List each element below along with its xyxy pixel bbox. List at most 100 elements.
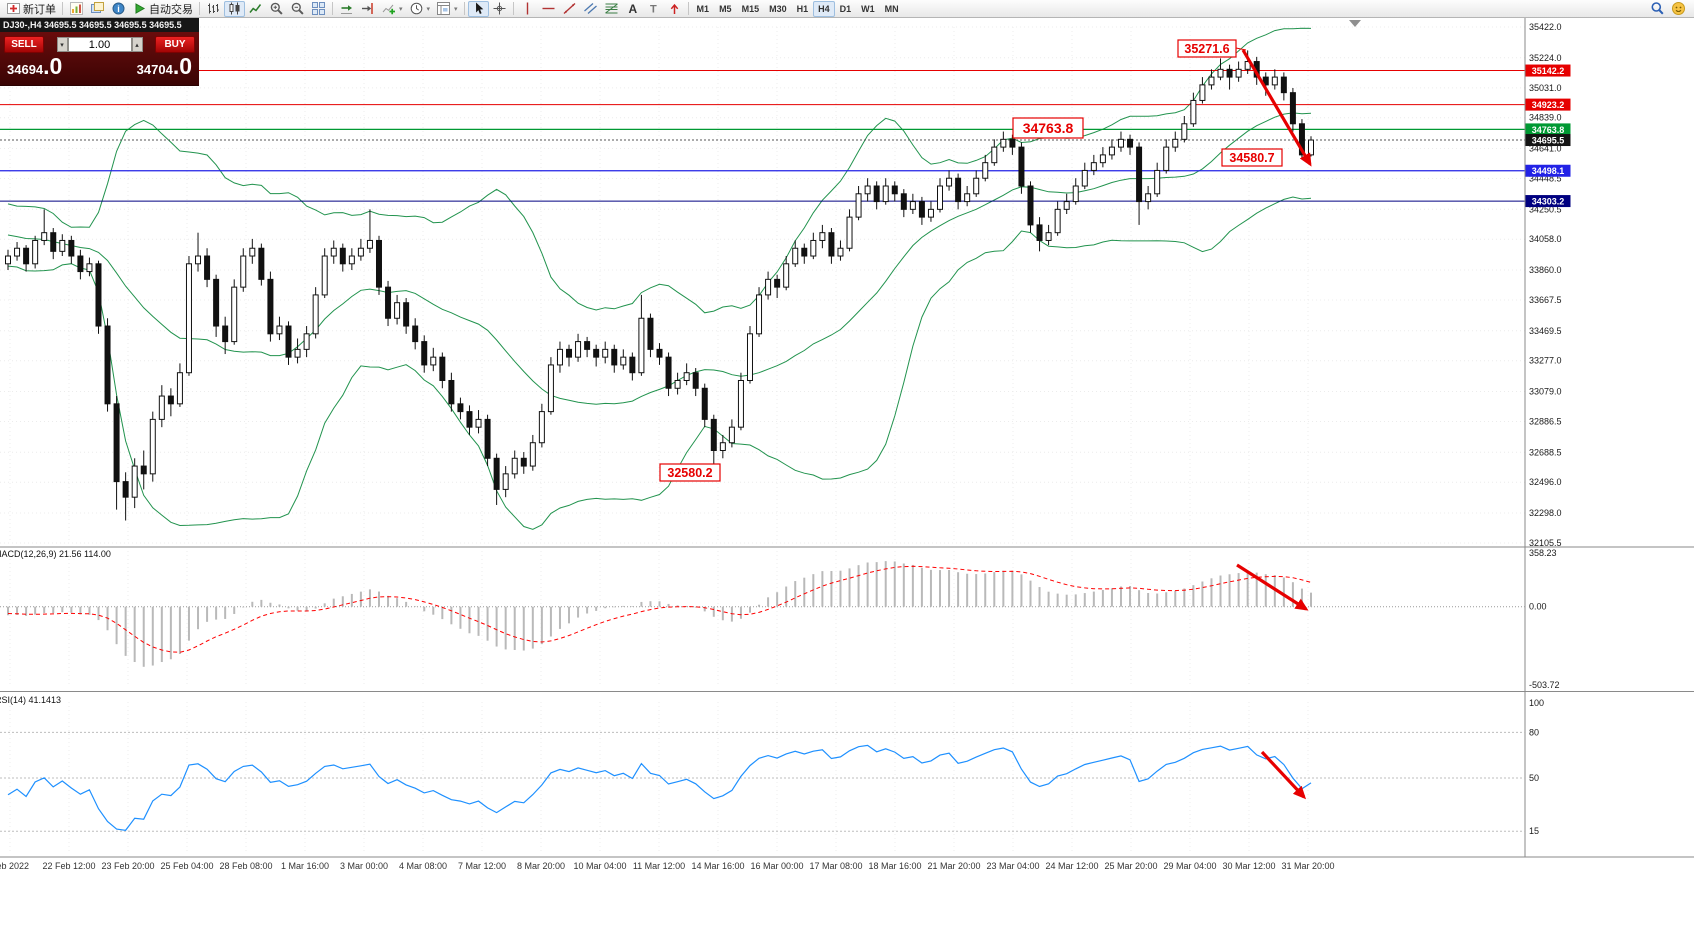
zoom-in-button[interactable] [266, 1, 287, 17]
arrows-button[interactable] [664, 1, 685, 17]
candles-layer [5, 50, 1314, 521]
price-axis-label: 34448.5 [1529, 173, 1562, 183]
price-axis-label: 35422.0 [1529, 22, 1562, 32]
price-chart-canvas[interactable]: Feb 2022 22 Feb 12:00 23 Feb 20:00 25 Feb 0… [0, 18, 1694, 942]
timeframe-h1-button[interactable]: H1 [796, 3, 809, 14]
trend-arrow[interactable] [1236, 563, 1309, 611]
profiles-icon [90, 1, 105, 16]
svg-text:34763.8: 34763.8 [1532, 125, 1565, 135]
timeframe-m1-button[interactable]: M1 [696, 3, 710, 14]
dropdown-arrow-icon[interactable]: ▾ [426, 5, 431, 13]
timeframe-m30-button[interactable]: M30 [769, 3, 787, 14]
volume-input[interactable] [67, 37, 132, 52]
sell-button[interactable]: SELL [4, 36, 44, 53]
label-button[interactable]: T [643, 1, 664, 17]
time-axis-label: 11 Mar 12:00 [633, 861, 685, 871]
price-annotation[interactable]: 34580.7 [1221, 148, 1283, 167]
svg-text:34303.2: 34303.2 [1532, 197, 1565, 207]
trendline-button[interactable] [559, 1, 580, 17]
alerts-button[interactable]: i [108, 1, 129, 17]
dropdown-arrow-icon[interactable]: ▾ [454, 5, 458, 13]
timeframe-mn-button[interactable]: MN [884, 3, 899, 14]
price-axis-tag: 35142.2 [1525, 64, 1571, 77]
toolbar-separator [62, 2, 63, 15]
hline-button[interactable] [538, 1, 559, 17]
timeframe-m5-button[interactable]: M5 [719, 3, 732, 14]
toolbar-separator [512, 2, 514, 15]
templates-button[interactable]: ▾ [433, 1, 461, 17]
volume-control: ▾ ▴ [56, 37, 143, 52]
chart-shift-marker[interactable] [1349, 20, 1361, 27]
time-axis-label: 25 Feb 04:00 [160, 861, 213, 871]
auto-scroll-button[interactable] [336, 1, 357, 17]
svg-text:34763.8: 34763.8 [1023, 120, 1074, 136]
time-axis-label: 22 Feb 12:00 [42, 861, 95, 871]
linechart-button[interactable] [245, 1, 266, 17]
timeframe-h4-button[interactable]: H4 [813, 0, 835, 17]
trend-arrow[interactable] [1260, 750, 1307, 800]
community-button[interactable] [1668, 1, 1689, 17]
zoom-out-button[interactable] [287, 1, 308, 17]
price-axis-label: 33860.0 [1529, 265, 1562, 275]
new-order-button[interactable]: 新订单 [3, 1, 59, 17]
volume-increase-button[interactable]: ▴ [131, 37, 143, 52]
price-axis-label: 32688.5 [1529, 447, 1562, 457]
timeframe-m15-button[interactable]: M15 [741, 3, 760, 14]
svg-text:34695.5: 34695.5 [1532, 136, 1565, 146]
auto-scroll-icon [339, 1, 354, 16]
periods-button[interactable]: ▾ [406, 1, 434, 17]
chart-quote-line: DJ30-,H4 34695.5 34695.5 34695.5 34695.5 [0, 18, 199, 32]
timeframe-w1-button[interactable]: W1 [861, 3, 875, 14]
channel-button[interactable] [580, 1, 601, 17]
time-axis-label: 18 Mar 16:00 [868, 861, 921, 871]
time-axis-label: 28 Feb 08:00 [219, 861, 272, 871]
hline-icon [541, 1, 556, 16]
price-axis-label: 34058.0 [1529, 234, 1562, 244]
charts-button[interactable] [66, 1, 87, 17]
indicators-button[interactable]: ▾ [378, 1, 406, 17]
zoom-out-icon [290, 1, 305, 16]
timeframe-d1-button[interactable]: D1 [839, 3, 852, 14]
tile-windows-button[interactable] [308, 1, 329, 17]
macd-indicator-label: MACD(12,26,9) 21.56 114.00 [0, 549, 111, 559]
vline-button[interactable] [517, 1, 538, 17]
bid-price: 34694.0 [7, 53, 63, 79]
time-axis-label: 25 Mar 20:00 [1104, 861, 1157, 871]
search-button[interactable] [1647, 1, 1668, 17]
fibonacci-button[interactable] [601, 1, 622, 17]
price-axis-label: 33277.0 [1529, 356, 1562, 366]
time-axis-label: 30 Mar 12:00 [1222, 861, 1275, 871]
volume-decrease-button[interactable]: ▾ [56, 37, 68, 52]
toolbar-separator [463, 2, 465, 15]
time-axis-label: 24 Mar 12:00 [1045, 861, 1098, 871]
time-axis-label: 3 Mar 00:00 [340, 861, 388, 871]
text-button[interactable]: A [622, 1, 643, 17]
grid-layer [0, 26, 1525, 854]
time-axis-label: 21 Mar 20:00 [927, 861, 980, 871]
time-axis-label: 23 Mar 04:00 [986, 861, 1039, 871]
bars-button[interactable] [203, 1, 224, 17]
trend-arrow[interactable] [1241, 49, 1312, 167]
svg-text:T: T [650, 4, 657, 16]
dropdown-arrow-icon[interactable]: ▾ [399, 5, 403, 13]
crosshair-button[interactable] [489, 1, 510, 17]
time-axis-label: 1 Mar 16:00 [281, 861, 329, 871]
macd-axis-label: 0.00 [1529, 602, 1547, 612]
svg-text:i: i [117, 4, 120, 14]
toolbar-button-label: 自动交易 [149, 3, 193, 16]
price-annotation[interactable]: 34763.8 [1012, 117, 1084, 139]
price-annotation[interactable]: 35271.6 [1177, 39, 1247, 58]
buy-button[interactable]: BUY [155, 36, 195, 53]
candles-button[interactable] [224, 0, 245, 17]
time-axis-label: 29 Mar 04:00 [1163, 861, 1216, 871]
price-axis-label: 33079.0 [1529, 387, 1562, 397]
chart-shift-button[interactable] [357, 1, 378, 17]
rsi-axis-label: 15 [1529, 826, 1539, 836]
profiles-button[interactable] [87, 1, 108, 17]
time-axis-label: 10 Mar 04:00 [573, 861, 626, 871]
toolbar-left-group: 新订单 i 自动交易 ▾ ▾ ▾ A T M1 M5 M15 M30 H1 H4 D1 W1 MN [3, 0, 904, 17]
cursor-button[interactable] [467, 0, 489, 17]
new-order-icon [6, 1, 21, 16]
price-annotation[interactable]: 32580.2 [659, 463, 721, 482]
autotrade-button[interactable]: 自动交易 [129, 1, 196, 17]
